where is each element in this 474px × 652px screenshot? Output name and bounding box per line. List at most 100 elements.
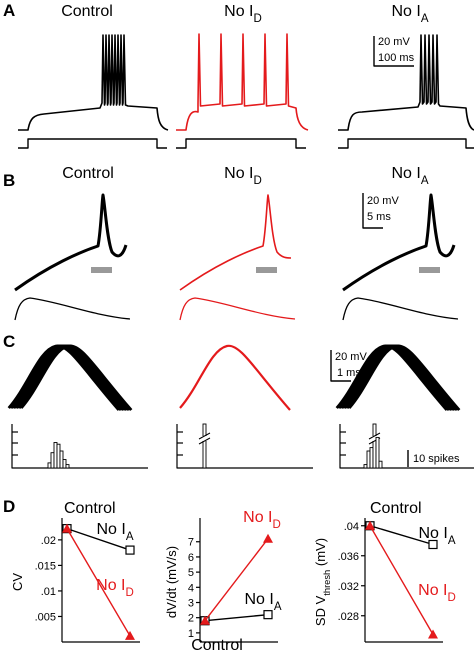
marker-triangle <box>365 520 375 530</box>
histogram-bar <box>363 464 368 469</box>
series-label-part: No I <box>244 591 273 608</box>
axis-break-gap <box>369 436 380 441</box>
series-label-part: D <box>448 592 456 604</box>
axis-break-gap <box>199 436 210 441</box>
trace <box>18 34 169 131</box>
histogram-bar <box>62 459 67 469</box>
series-label-part: D <box>273 519 281 531</box>
column-title-part: A <box>421 13 429 25</box>
column-title-part: No I <box>391 165 420 182</box>
trace <box>338 138 474 149</box>
trace <box>179 297 296 321</box>
histogram-bar <box>372 423 377 469</box>
y-axis-label: dV/dt (mV/s) <box>164 546 179 618</box>
y-axis-label-part: dV/dt (mV/s) <box>164 546 179 618</box>
series-label-part: A <box>448 535 456 547</box>
y-axis-label: CV <box>10 573 25 591</box>
column-title: No ID <box>224 165 262 187</box>
panel-letter: C <box>3 332 15 351</box>
marker-triangle <box>263 533 273 543</box>
column-title: Control <box>61 3 113 20</box>
histogram-bar <box>53 442 58 469</box>
column-title-part: Control <box>62 165 114 182</box>
series-label-part: No I <box>243 509 272 526</box>
threshold-bar <box>91 267 112 273</box>
column-title-part: No I <box>224 3 253 20</box>
series-label-part: A <box>274 601 282 613</box>
histogram-bar <box>369 447 374 469</box>
trace <box>176 33 309 131</box>
histogram-bar <box>202 423 207 469</box>
y-tick-label: 3 <box>188 598 194 610</box>
marker-triangle <box>125 630 135 640</box>
category-label: Control <box>191 637 243 652</box>
histogram-bar <box>59 450 64 469</box>
column-title: No IA <box>391 3 428 25</box>
scalebar-label: 1 ms <box>337 367 361 379</box>
trace <box>14 297 131 321</box>
histogram-bar <box>375 436 380 469</box>
scalebar-label: 20 mV <box>335 351 367 363</box>
y-tick-label: .04 <box>344 521 359 533</box>
category-label: Control <box>370 500 422 517</box>
column-title-part: Control <box>61 3 113 20</box>
column-title-part: No I <box>391 3 420 20</box>
panel-letter: A <box>3 1 15 20</box>
column-title: No ID <box>224 3 262 25</box>
threshold-bar <box>419 267 440 273</box>
histogram-bar <box>56 443 61 469</box>
histogram-bar <box>50 452 55 469</box>
y-tick-label: 5 <box>188 567 194 579</box>
trace <box>373 36 414 67</box>
series-line <box>204 538 269 622</box>
y-axis-label-part: SD V <box>313 595 328 626</box>
trace <box>342 297 459 321</box>
trace <box>176 138 306 149</box>
series-label-part: D <box>126 587 134 599</box>
column-title-part: D <box>254 175 262 187</box>
series-line <box>66 528 131 637</box>
marker-triangle <box>200 615 210 625</box>
trace <box>342 193 456 292</box>
y-tick-label: .02 <box>41 535 56 547</box>
y-tick-label: .032 <box>338 581 359 593</box>
trace <box>176 424 313 469</box>
y-tick-label: .028 <box>338 611 359 623</box>
trace <box>20 344 133 411</box>
series-line <box>369 525 434 635</box>
trace <box>14 193 128 292</box>
y-axis-label-part: CV <box>10 573 25 591</box>
series-line <box>369 525 434 546</box>
column-title-part: A <box>421 175 429 187</box>
trace <box>179 194 292 291</box>
marker-square <box>125 545 135 555</box>
column-title-part: D <box>254 13 262 25</box>
histogram-bar <box>378 460 383 469</box>
column-title: No IA <box>391 165 428 187</box>
y-tick-label: .005 <box>35 611 56 623</box>
panel-letter: D <box>3 497 15 516</box>
scalebar-label: 100 ms <box>378 52 415 64</box>
histogram-bar <box>47 462 52 469</box>
scalebar-label: 10 spikes <box>413 453 460 465</box>
series-label-part: No I <box>418 582 447 599</box>
trace <box>338 34 474 131</box>
series-label-part: No I <box>418 525 447 542</box>
y-axis-label-part: thresh <box>322 570 332 596</box>
trace <box>362 193 383 229</box>
marker-square <box>428 539 438 550</box>
series-line <box>66 527 131 551</box>
trace <box>18 138 167 149</box>
y-tick-label: .01 <box>41 586 56 598</box>
y-tick-label: 1 <box>188 628 194 640</box>
y-tick-label: 6 <box>188 552 194 564</box>
column-title-part: No I <box>224 165 253 182</box>
series-label: No ID <box>418 582 456 604</box>
y-tick-label: .036 <box>338 551 359 563</box>
series-label-part: No I <box>96 521 125 538</box>
histogram-bar <box>366 450 371 469</box>
y-axis-label: SD Vthresh (mV) <box>313 538 332 626</box>
y-tick-label: 7 <box>188 537 194 549</box>
series-label: No ID <box>243 509 281 531</box>
